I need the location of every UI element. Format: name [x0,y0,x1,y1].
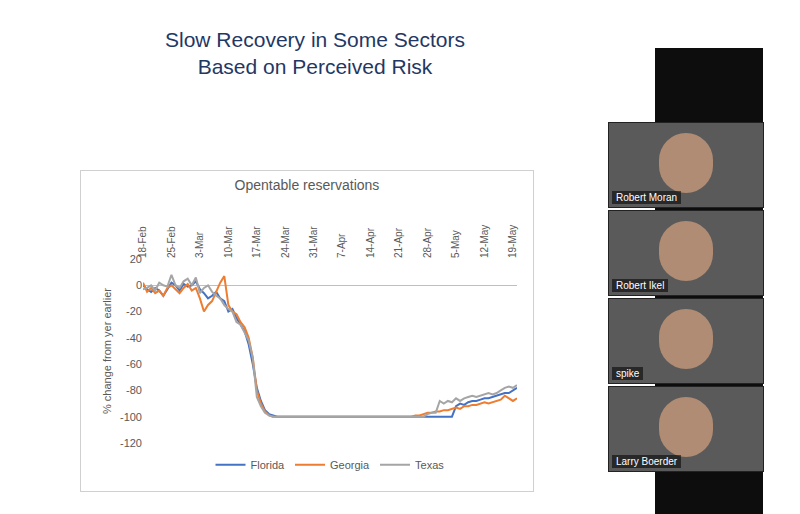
svg-text:% change from yer earlier: % change from yer earlier [101,288,113,414]
html-text:spike: spike [616,368,640,379]
svg-text:Georgia: Georgia [330,459,370,471]
svg-text:17-Mar: 17-Mar [251,226,262,258]
html-text:Slow Recovery in Some Sectors: Slow Recovery in Some Sectors [165,28,465,51]
svg-text:-60: -60 [126,358,142,370]
html-text:Based on Perceived Risk: Based on Perceived Risk [197,55,433,78]
svg-text:28-Apr: 28-Apr [422,227,433,258]
svg-text:7-Apr: 7-Apr [336,233,347,258]
svg-text:24-Mar: 24-Mar [280,226,291,258]
svg-text:-40: -40 [126,332,142,344]
svg-text:3-Mar: 3-Mar [194,231,205,258]
svg-text:5-May: 5-May [450,230,461,258]
svg-text:31-Mar: 31-Mar [308,226,319,258]
svg-text:25-Feb: 25-Feb [166,226,177,258]
html-text:Robert Moran: Robert Moran [616,192,678,203]
svg-text:12-May: 12-May [479,225,490,258]
svg-text:10-Mar: 10-Mar [223,226,234,258]
svg-text:19-May: 19-May [507,225,518,258]
svg-text:-20: -20 [126,305,142,317]
svg-text:18-Feb: 18-Feb [137,226,148,258]
svg-text:14-Apr: 14-Apr [365,227,376,258]
svg-text:21-Apr: 21-Apr [393,227,404,258]
svg-text:0: 0 [136,279,142,291]
svg-text:Florida: Florida [251,459,286,471]
svg-text:Opentable reservations: Opentable reservations [235,177,380,193]
svg-text:-80: -80 [126,384,142,396]
html-text:Larry Boerder: Larry Boerder [616,456,678,467]
svg-text:-120: -120 [120,437,142,449]
svg-text:-100: -100 [120,411,142,423]
svg-text:Texas: Texas [415,459,444,471]
svg-text:20: 20 [130,253,142,265]
html-text:Robert Ikel: Robert Ikel [616,280,665,291]
